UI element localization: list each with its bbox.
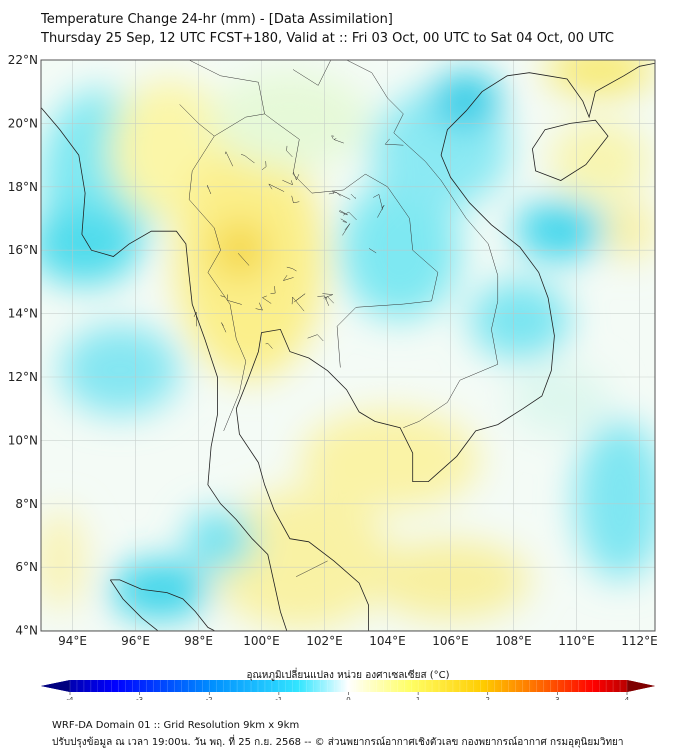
colorbar-tick-label: 1 xyxy=(416,696,420,700)
lat-tick-label: 12°N xyxy=(8,370,38,384)
lon-tick-label: 106°E xyxy=(432,634,469,648)
lon-tick-label: 100°E xyxy=(243,634,280,648)
colorbar-tick-label: -2 xyxy=(206,696,213,700)
footer-update-info: ปรับปรุงข้อมูล ณ เวลา 19:00น. วัน พฤ. ที… xyxy=(52,735,624,750)
lon-tick-label: 102°E xyxy=(306,634,343,648)
colorbar-tick-label: 0 xyxy=(346,696,350,700)
colorbar-tick-label: -3 xyxy=(136,696,143,700)
lat-tick-label: 8°N xyxy=(15,497,38,511)
lon-tick-label: 98°E xyxy=(184,634,213,648)
lat-tick-label: 22°N xyxy=(8,53,38,67)
lon-tick-label: 94°E xyxy=(58,634,87,648)
lon-tick-label: 110°E xyxy=(558,634,595,648)
colorbar-tick-label: -4 xyxy=(67,696,75,700)
lon-tick-label: 108°E xyxy=(495,634,532,648)
colorbar-tick-label: 3 xyxy=(555,696,559,700)
lat-tick-label: 18°N xyxy=(8,180,38,194)
colorbar-tick-label: 4 xyxy=(625,696,630,700)
lat-tick-label: 20°N xyxy=(8,116,38,130)
lat-tick-label: 14°N xyxy=(8,307,38,321)
lon-tick-label: 104°E xyxy=(369,634,406,648)
temperature-field xyxy=(28,45,665,631)
footer-model-info: WRF-DA Domain 01 :: Grid Resolution 9km … xyxy=(52,720,299,731)
lat-tick-label: 4°N xyxy=(15,624,38,638)
lat-tick-label: 10°N xyxy=(8,433,38,447)
lat-tick-label: 6°N xyxy=(15,560,38,574)
lon-tick-label: 112°E xyxy=(621,634,658,648)
colorbar-label: อุณหภูมิเปลี่ยนแปลง หน่วย องศาเซลเซียส (… xyxy=(0,668,676,683)
lon-tick-label: 96°E xyxy=(121,634,150,648)
colorbar-tick-label: -1 xyxy=(275,696,282,700)
colorbar-tick-label: 2 xyxy=(486,696,490,700)
lat-tick-label: 16°N xyxy=(8,243,38,257)
temperature-map: 94°E 96°E 98°E 100°E 102°E 104°E 106°E 108°E 110… xyxy=(0,0,676,700)
colorbar: -4 -3 -2 -1 0 1 2 3 4 xyxy=(41,680,655,700)
